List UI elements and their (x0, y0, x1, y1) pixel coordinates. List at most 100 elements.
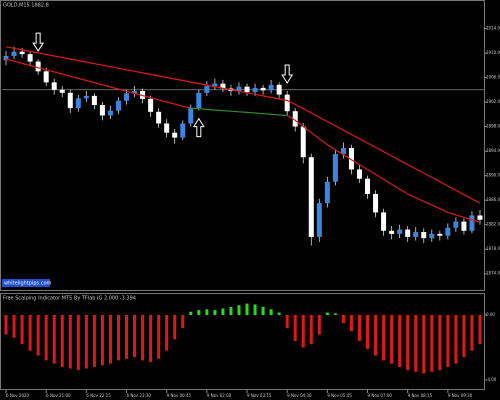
candle-body (284, 94, 290, 112)
candle-body (67, 92, 73, 109)
histogram-bar (341, 314, 345, 324)
histogram-bar (382, 314, 386, 361)
candle-body (365, 178, 371, 194)
histogram-bar (349, 314, 353, 332)
histogram-bar (141, 314, 145, 361)
candle-body (124, 93, 130, 101)
histogram-bar (462, 314, 466, 358)
x-tick-label: 9 Nov 05:45 (327, 393, 352, 398)
histogram-bar (36, 314, 40, 356)
candle-body (421, 232, 427, 239)
candle-body (212, 83, 218, 87)
histogram-bar (374, 314, 378, 356)
y-tick-label: 1898.00 (486, 124, 500, 129)
x-tick-label: 6 Nov 2020 (6, 393, 30, 398)
histogram-bar (92, 314, 96, 367)
histogram-bar (478, 314, 482, 345)
histogram-bar (28, 314, 32, 351)
candle-body (316, 203, 322, 237)
histogram-bar (108, 314, 112, 364)
histogram-bar (430, 314, 434, 372)
y-tick-label: 1874.00 (486, 271, 500, 276)
candle-body (19, 51, 25, 55)
candle-body (324, 181, 330, 204)
candle-body (252, 87, 258, 93)
x-tick-label: 9 Nov 03:15 (247, 393, 272, 398)
histogram-bar (406, 314, 410, 371)
candle-body (43, 71, 49, 83)
moving-average-highlight (190, 107, 288, 117)
candle-body (180, 123, 186, 138)
candle-body (292, 111, 298, 127)
candle-body (220, 83, 226, 89)
histogram-bar (470, 314, 474, 351)
candle-body (27, 54, 33, 62)
candle-body (140, 90, 146, 99)
candle-body (132, 90, 138, 94)
candle-body (356, 169, 362, 179)
y-tick-label: 1890.00 (486, 173, 500, 178)
x-tick-label: 9 Nov 04:30 (287, 393, 312, 398)
y-tick-label: 0.00 (486, 312, 495, 317)
candle-body (196, 92, 202, 109)
candle-body (99, 105, 105, 116)
histogram-bar (309, 314, 313, 345)
histogram-bar (390, 314, 394, 364)
candle-body (3, 56, 9, 61)
histogram-bar (357, 314, 361, 341)
candle-body (172, 132, 178, 138)
histogram-bar (52, 314, 56, 364)
candle-body (188, 108, 194, 124)
x-tick-label: 6 Nov 23:30 (127, 393, 152, 398)
candle-body (453, 221, 459, 228)
signal-arrow (32, 32, 45, 53)
histogram-bar (253, 304, 257, 315)
candle-body (83, 95, 89, 99)
y-tick-label: 1878.00 (486, 246, 500, 251)
x-tick-label: 9 Nov 07:00 (368, 393, 393, 398)
histogram-bar (100, 314, 104, 366)
histogram-bar (149, 314, 153, 363)
candle-body (308, 157, 314, 237)
candle-body (59, 89, 65, 93)
moving-average (5, 46, 481, 204)
histogram-bar (221, 308, 225, 315)
histogram-bar (125, 314, 129, 359)
y-tick-label: 1882.00 (486, 222, 500, 227)
candle-body (107, 110, 113, 116)
candle-body (461, 221, 467, 231)
histogram-bar (44, 314, 48, 361)
y-tick-label: -4.00 (486, 377, 497, 382)
y-tick-label: 1906.00 (486, 74, 500, 79)
histogram-bar (438, 314, 442, 371)
candle-body (445, 227, 451, 236)
histogram-bar (213, 310, 217, 315)
histogram-bar (76, 314, 80, 371)
signal-arrow (281, 64, 294, 84)
histogram-bar (333, 313, 337, 315)
y-tick-label: 1910.00 (486, 50, 500, 55)
candle-body (300, 126, 306, 158)
candle-body (340, 148, 346, 155)
histogram-bar (197, 310, 201, 315)
candle-body (437, 233, 443, 236)
candle-body (276, 84, 282, 95)
moving-average (286, 114, 481, 223)
histogram-bar (189, 311, 193, 315)
candle-body (164, 123, 170, 133)
x-tick-label: 6 Nov 21:00 (46, 393, 71, 398)
histogram-bar (133, 314, 137, 358)
x-tick-label: 9 Nov 00:45 (167, 393, 192, 398)
candle-body (75, 98, 81, 109)
histogram-bar (325, 312, 329, 315)
histogram-bar (165, 314, 169, 351)
histogram-bar (12, 314, 16, 338)
histogram-bar (116, 314, 120, 361)
candle-body (244, 86, 250, 93)
histogram-bar (293, 314, 297, 341)
moving-average (5, 58, 191, 109)
x-tick-label: 9 Nov 08:15 (408, 393, 433, 398)
histogram-bar (366, 314, 370, 350)
candle-body (429, 233, 435, 239)
